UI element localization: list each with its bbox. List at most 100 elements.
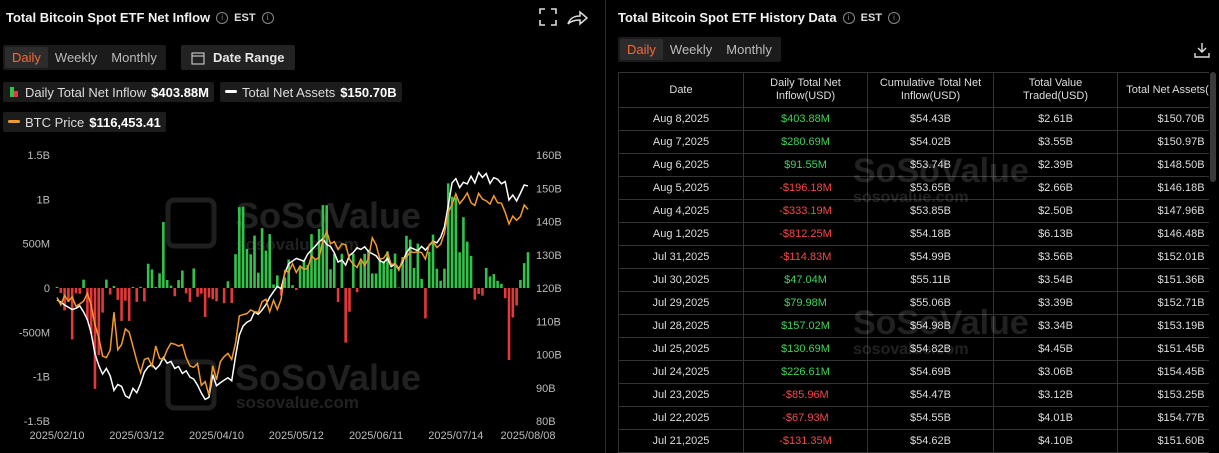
watermark-logo <box>165 359 217 411</box>
share-icon[interactable] <box>567 10 589 26</box>
y-tick-label: 1.5B <box>27 150 50 162</box>
bar <box>272 284 275 288</box>
table-cell: $2.50B <box>993 199 1118 223</box>
bar <box>397 287 401 288</box>
table-cell: -$85.96M <box>743 383 868 407</box>
tab[interactable]: Monthly <box>111 50 157 65</box>
table-row: Aug 4,2025 -$333.19M $53.85B $2.50B $147.96B <box>618 199 1209 223</box>
table-cell: $53.65B <box>867 176 994 200</box>
info-icon[interactable]: i <box>842 11 855 24</box>
bar <box>116 288 120 300</box>
legend-icon <box>224 90 237 93</box>
tab[interactable]: Daily <box>620 39 663 60</box>
legend-item[interactable]: Total Net Assets $150.70B <box>219 82 402 102</box>
date-range-label: Date Range <box>213 50 285 65</box>
panel-title: Total Bitcoin Spot ETF History Data <box>618 10 837 25</box>
table-cell: $54.43B <box>867 107 994 131</box>
bar <box>374 273 378 288</box>
bar <box>439 280 442 288</box>
tab[interactable]: Monthly <box>726 42 772 57</box>
table-cell: $130.69M <box>743 337 868 361</box>
bar <box>97 288 101 355</box>
bar <box>458 252 461 288</box>
table-row: Aug 7,2025 $280.69M $54.02B $3.55B $150.97B <box>618 130 1209 154</box>
watermark-brand: SoSoValue <box>235 357 421 398</box>
table-cell: $146.18B <box>1117 176 1209 200</box>
table-cell: Jul 28,2025 <box>618 314 744 338</box>
bar <box>245 248 249 288</box>
legend-icon <box>8 120 20 123</box>
bar <box>74 288 78 294</box>
tab[interactable]: Weekly <box>54 50 98 65</box>
table-cell: $3.12B <box>993 383 1118 407</box>
table-cell: $3.56B <box>993 245 1118 269</box>
fullscreen-icon[interactable] <box>539 8 557 26</box>
info-icon[interactable]: i <box>888 11 901 24</box>
inflow-header: Total Bitcoin Spot ETF Net Inflow i EST … <box>6 10 274 25</box>
table-row: Jul 29,2025 $79.98M $55.06B $3.39B $152.71B <box>618 291 1209 315</box>
date-range-button[interactable]: Date Range <box>181 45 295 70</box>
watermark-logo <box>165 197 217 249</box>
bar <box>181 270 184 288</box>
table-cell: Jul 31,2025 <box>618 245 744 269</box>
info-icon[interactable]: i <box>216 11 229 24</box>
bar <box>55 286 59 288</box>
bar <box>131 286 135 288</box>
bar <box>264 250 268 288</box>
table-row: Aug 8,2025 $403.88M $54.43B $2.61B $150.70B <box>618 107 1209 131</box>
bar <box>424 288 427 319</box>
legend-swatch <box>224 90 237 93</box>
table-cell: $79.98M <box>743 291 868 315</box>
bar <box>351 253 355 288</box>
bar <box>298 267 302 288</box>
bar <box>450 196 454 288</box>
line <box>56 191 529 396</box>
y2-tick-label: 140B <box>536 217 562 229</box>
bar <box>230 288 234 304</box>
download-icon[interactable] <box>1194 42 1210 58</box>
table-cell: Jul 25,2025 <box>618 337 744 361</box>
table-cell: $2.61B <box>993 107 1118 131</box>
table-cell: Aug 7,2025 <box>618 130 744 154</box>
column-header: Date <box>618 72 744 108</box>
y2-tick-label: 150B <box>536 183 562 195</box>
y2-tick-label: 130B <box>536 250 562 262</box>
bar <box>173 288 177 297</box>
tab[interactable]: Weekly <box>669 42 713 57</box>
legend-item[interactable]: Daily Total Net Inflow $403.88M <box>3 82 214 102</box>
column-header: Daily Total Net Inflow(USD) <box>743 72 868 108</box>
bar <box>313 258 317 288</box>
table-cell: -$333.19M <box>743 199 868 223</box>
bar <box>127 288 131 321</box>
table-cell: Jul 29,2025 <box>618 291 744 315</box>
bar <box>268 234 272 288</box>
info-icon[interactable]: i <box>261 11 274 24</box>
bar <box>340 253 344 288</box>
bar <box>477 288 480 295</box>
bar <box>162 222 165 288</box>
legend-item[interactable]: BTC Price $116,453.41 <box>3 112 166 132</box>
bar <box>473 288 477 300</box>
table-cell: Jul 30,2025 <box>618 268 744 292</box>
table-cell: -$67.93M <box>743 406 868 430</box>
table-cell: Jul 21,2025 <box>618 429 744 453</box>
table-cell: $3.55B <box>993 130 1118 154</box>
tab[interactable]: Daily <box>5 47 48 68</box>
bar <box>108 288 112 295</box>
bar <box>321 205 325 288</box>
bar <box>139 286 142 288</box>
bar <box>519 279 522 288</box>
column-header: Total Net Assets(USD) <box>1117 72 1209 108</box>
table-cell: $154.45B <box>1117 360 1209 384</box>
scrollbar[interactable] <box>1210 72 1216 182</box>
table-cell: $53.85B <box>867 199 994 223</box>
table-row: Jul 30,2025 $47.04M $55.11B $3.54B $151.36B <box>618 268 1209 292</box>
bar <box>462 217 465 288</box>
table-cell: $3.06B <box>993 360 1118 384</box>
bar <box>112 286 116 288</box>
table-cell: $146.48B <box>1117 222 1209 246</box>
table-row: Jul 24,2025 $226.61M $54.69B $3.06B $154.45B <box>618 360 1209 384</box>
y-tick-label: 500M <box>22 239 50 251</box>
table-cell: $150.97B <box>1117 130 1209 154</box>
